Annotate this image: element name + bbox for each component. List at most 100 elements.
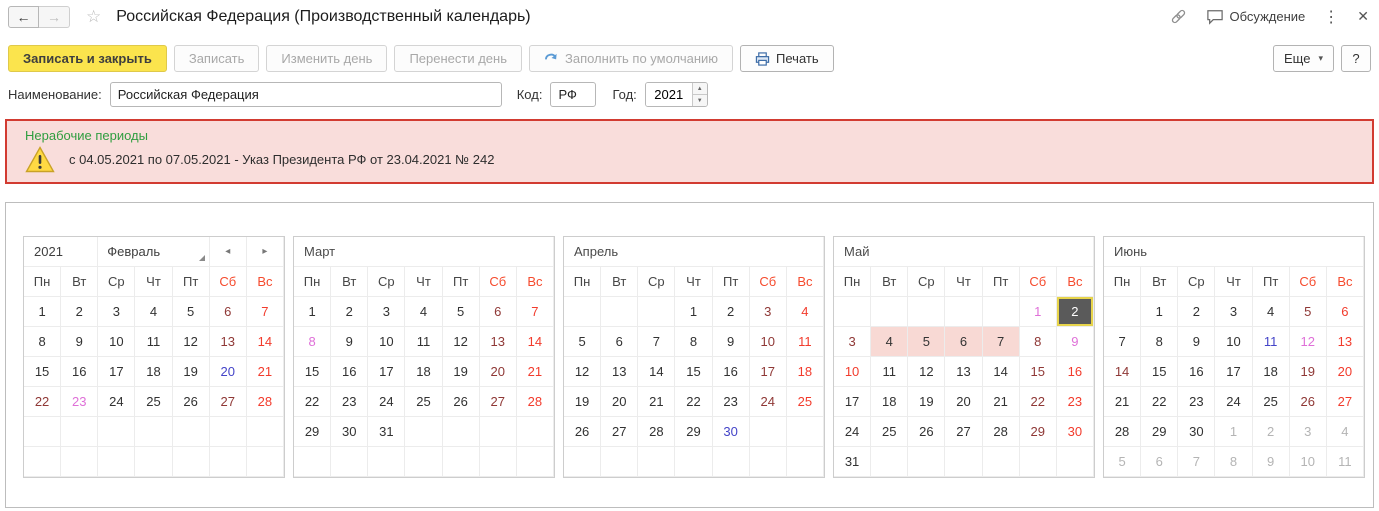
day-cell[interactable]: 4: [1326, 417, 1364, 447]
day-cell[interactable]: 19: [564, 387, 602, 417]
day-cell[interactable]: 27: [209, 387, 247, 417]
day-cell[interactable]: 4: [135, 297, 173, 327]
name-input[interactable]: [109, 82, 502, 107]
day-cell[interactable]: 5: [442, 297, 480, 327]
day-cell[interactable]: 16: [1056, 357, 1094, 387]
day-cell[interactable]: 18: [786, 357, 824, 387]
day-cell[interactable]: 5: [172, 297, 210, 327]
day-cell[interactable]: 6: [1326, 297, 1364, 327]
day-cell[interactable]: 5: [564, 327, 602, 357]
more-button[interactable]: Еще ▾: [1273, 45, 1334, 72]
day-cell[interactable]: 9: [61, 327, 99, 357]
day-cell[interactable]: 16: [1178, 357, 1216, 387]
day-cell[interactable]: 17: [1215, 357, 1253, 387]
day-cell[interactable]: 2: [61, 297, 99, 327]
print-button[interactable]: Печать: [740, 45, 834, 72]
day-cell[interactable]: 9: [1056, 327, 1094, 357]
day-cell[interactable]: 27: [601, 417, 639, 447]
day-cell[interactable]: 29: [1019, 417, 1057, 447]
day-cell[interactable]: 9: [712, 327, 750, 357]
day-cell[interactable]: 10: [1289, 447, 1327, 477]
day-cell[interactable]: 22: [294, 387, 332, 417]
day-cell[interactable]: 17: [368, 357, 406, 387]
day-cell[interactable]: 1: [675, 297, 713, 327]
day-cell[interactable]: 3: [749, 297, 787, 327]
day-cell[interactable]: 15: [1019, 357, 1057, 387]
day-cell[interactable]: 1: [24, 297, 62, 327]
day-cell[interactable]: 4: [405, 297, 443, 327]
day-cell[interactable]: 15: [294, 357, 332, 387]
day-cell[interactable]: 17: [749, 357, 787, 387]
day-cell[interactable]: 24: [1215, 387, 1253, 417]
day-cell[interactable]: 11: [786, 327, 824, 357]
day-cell[interactable]: 11: [405, 327, 443, 357]
day-cell[interactable]: 22: [1141, 387, 1179, 417]
day-cell[interactable]: 5: [1104, 447, 1142, 477]
day-cell[interactable]: 26: [172, 387, 210, 417]
day-cell[interactable]: 1: [294, 297, 332, 327]
day-cell[interactable]: 3: [368, 297, 406, 327]
day-cell[interactable]: 8: [1215, 447, 1253, 477]
day-cell[interactable]: 23: [331, 387, 369, 417]
day-cell[interactable]: 12: [1289, 327, 1327, 357]
save-and-close-button[interactable]: Записать и закрыть: [8, 45, 167, 72]
day-cell[interactable]: 10: [98, 327, 136, 357]
day-cell[interactable]: 27: [479, 387, 517, 417]
day-cell[interactable]: 18: [405, 357, 443, 387]
day-cell[interactable]: 16: [61, 357, 99, 387]
day-cell[interactable]: 1: [1019, 297, 1057, 327]
day-cell[interactable]: 3: [98, 297, 136, 327]
day-cell[interactable]: 20: [945, 387, 983, 417]
day-cell[interactable]: 29: [675, 417, 713, 447]
day-cell[interactable]: 16: [331, 357, 369, 387]
day-cell[interactable]: 25: [405, 387, 443, 417]
day-cell[interactable]: 24: [834, 417, 872, 447]
day-cell[interactable]: 1: [1141, 297, 1179, 327]
day-cell[interactable]: 14: [246, 327, 284, 357]
day-cell[interactable]: 25: [1252, 387, 1290, 417]
day-cell[interactable]: 31: [368, 417, 406, 447]
day-cell[interactable]: 28: [1104, 417, 1142, 447]
day-cell[interactable]: 17: [834, 387, 872, 417]
day-cell[interactable]: 20: [601, 387, 639, 417]
day-cell[interactable]: 8: [675, 327, 713, 357]
day-cell[interactable]: 4: [786, 297, 824, 327]
day-cell[interactable]: 11: [1252, 327, 1290, 357]
move-day-button[interactable]: Перенести день: [394, 45, 522, 72]
day-cell[interactable]: 16: [712, 357, 750, 387]
day-cell[interactable]: 14: [1104, 357, 1142, 387]
day-cell[interactable]: 6: [945, 327, 983, 357]
day-cell[interactable]: 13: [601, 357, 639, 387]
day-cell[interactable]: 5: [1289, 297, 1327, 327]
day-cell[interactable]: 12: [172, 327, 210, 357]
day-cell[interactable]: 12: [442, 327, 480, 357]
forward-button[interactable]: →: [39, 5, 70, 28]
day-cell[interactable]: 11: [1326, 447, 1364, 477]
day-cell[interactable]: 30: [1178, 417, 1216, 447]
day-cell[interactable]: 4: [1252, 297, 1290, 327]
day-cell[interactable]: 28: [246, 387, 284, 417]
prev-month-button[interactable]: ◂: [209, 237, 247, 267]
day-cell[interactable]: 13: [479, 327, 517, 357]
day-cell[interactable]: 27: [1326, 387, 1364, 417]
day-cell[interactable]: 18: [1252, 357, 1290, 387]
day-cell[interactable]: 11: [135, 327, 173, 357]
day-cell[interactable]: 11: [871, 357, 909, 387]
close-icon[interactable]: ✕: [1357, 8, 1369, 24]
back-button[interactable]: ←: [8, 5, 39, 28]
favorite-star-icon[interactable]: ☆: [86, 6, 102, 26]
day-cell[interactable]: 30: [331, 417, 369, 447]
day-cell[interactable]: 2: [1056, 297, 1094, 327]
day-cell[interactable]: 14: [638, 357, 676, 387]
day-cell[interactable]: 26: [442, 387, 480, 417]
day-cell[interactable]: 21: [246, 357, 284, 387]
day-cell[interactable]: 24: [749, 387, 787, 417]
menu-dots-icon[interactable]: ⋮: [1323, 8, 1340, 26]
day-cell[interactable]: 7: [516, 297, 554, 327]
day-cell[interactable]: 26: [564, 417, 602, 447]
day-cell[interactable]: 23: [61, 387, 99, 417]
day-cell[interactable]: 7: [982, 327, 1020, 357]
day-cell[interactable]: 23: [712, 387, 750, 417]
day-cell[interactable]: 4: [871, 327, 909, 357]
code-input[interactable]: [550, 82, 597, 107]
